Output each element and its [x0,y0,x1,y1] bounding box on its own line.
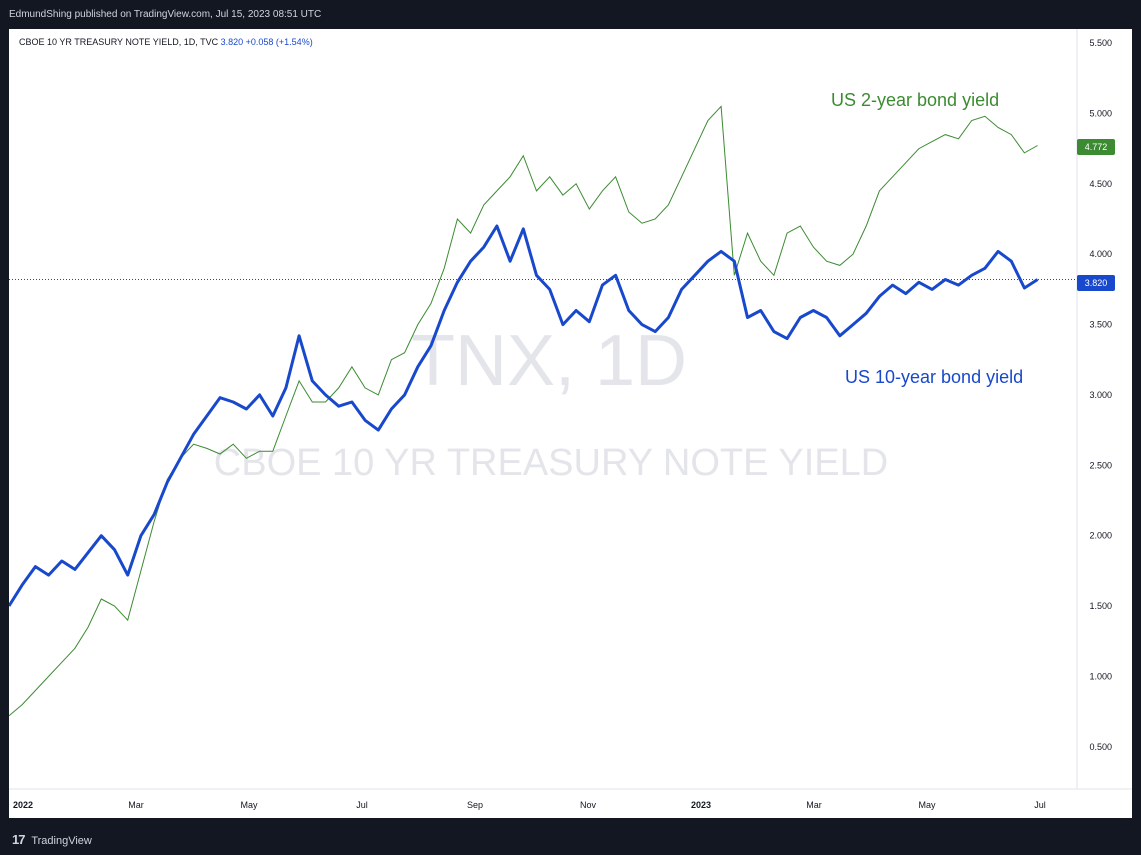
tradingview-logo[interactable]: 17 TradingView [12,832,92,847]
last-value-2-year: 4.772 [1085,142,1108,152]
series-label-2-year: US 2-year bond yield [831,90,999,110]
y-tick-label: 2.500 [1089,460,1112,470]
legend-last-value: 3.820 [220,37,244,47]
y-tick-label: 5.500 [1089,38,1112,48]
watermark: TNX, 1D CBOE 10 YR TREASURY NOTE YIELD [214,321,888,484]
last-value-10-year: 3.820 [1085,278,1108,288]
y-tick-label: 1.000 [1089,671,1112,681]
x-tick-label: Nov [580,800,597,810]
chart-svg[interactable]: TNX, 1D CBOE 10 YR TREASURY NOTE YIELD 5… [9,29,1132,818]
y-tick-label: 3.000 [1089,390,1112,400]
legend-change: +0.058 (+1.54%) [245,37,313,47]
y-tick-label: 3.500 [1089,320,1112,330]
x-tick-label: 2023 [691,800,711,810]
series-line-2-year [9,105,1038,717]
time-axis[interactable]: 2022 Mar May Jul Sep Nov 2023 Mar May Jul [13,800,1046,810]
y-tick-label: 0.500 [1089,742,1112,752]
tradingview-logo-icon: 17 [12,832,26,847]
symbol-legend[interactable]: CBOE 10 YR TREASURY NOTE YIELD, 1D, TVC … [19,37,313,47]
price-axis[interactable]: 5.500 5.000 4.500 4.000 3.500 3.000 2.500 2.000… [1089,38,1112,752]
chart-panel[interactable]: TNX, 1D CBOE 10 YR TREASURY NOTE YIELD 5… [9,29,1132,818]
x-tick-label: Mar [806,800,822,810]
x-tick-label: May [240,800,258,810]
y-tick-label: 1.500 [1089,601,1112,611]
x-tick-label: Jul [356,800,368,810]
last-value-badge-2-year: 4.772 [1077,139,1115,155]
y-tick-label: 2.000 [1089,531,1112,541]
x-tick-label: May [918,800,936,810]
tradingview-brand: TradingView [31,835,92,847]
series-label-10-year: US 10-year bond yield [845,367,1023,387]
footer-bar: 17 TradingView [0,818,1141,855]
watermark-ticker: TNX, 1D [411,321,687,401]
x-tick-label: Mar [128,800,144,810]
x-tick-label: 2022 [13,800,33,810]
watermark-name: CBOE 10 YR TREASURY NOTE YIELD [214,442,888,484]
y-tick-label: 5.000 [1089,108,1112,118]
x-tick-label: Sep [467,800,483,810]
last-value-badge-10-year: 3.820 [1077,275,1115,291]
y-tick-label: 4.500 [1089,179,1112,189]
y-tick-label: 4.000 [1089,249,1112,259]
series-line-10-year [9,224,1039,607]
publisher-bar: EdmundShing published on TradingView.com… [0,0,1141,28]
legend-symbol: CBOE 10 YR TREASURY NOTE YIELD, 1D, TVC [19,37,219,47]
publisher-text: EdmundShing published on TradingView.com… [9,9,322,20]
x-tick-label: Jul [1034,800,1046,810]
